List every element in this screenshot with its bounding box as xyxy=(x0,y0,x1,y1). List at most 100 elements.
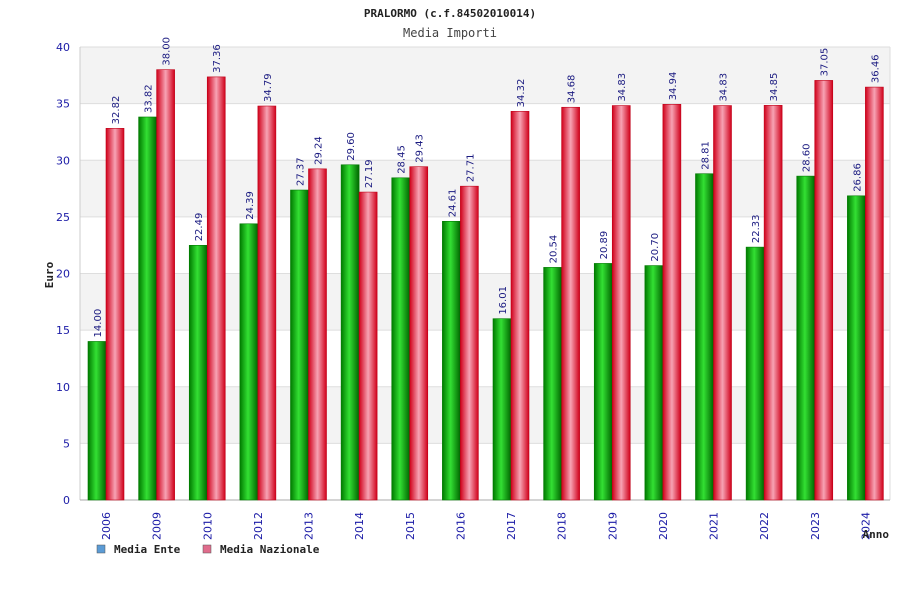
bar-media-ente xyxy=(442,220,461,501)
bar-media-ente xyxy=(290,189,309,501)
x-tick-label: 2015 xyxy=(404,512,417,540)
value-label: 34.79 xyxy=(263,73,274,102)
chart-title: PRALORMO (c.f.84502010014) xyxy=(364,7,536,20)
bar-media-ente xyxy=(138,116,157,501)
value-label: 32.82 xyxy=(111,96,122,125)
value-label: 34.83 xyxy=(719,73,730,102)
bar-media-nazionale xyxy=(358,191,378,501)
y-tick-label: 35 xyxy=(56,98,70,111)
y-tick-label: 15 xyxy=(56,324,70,337)
value-label: 14.00 xyxy=(93,309,104,338)
value-label: 22.33 xyxy=(751,214,762,243)
x-tick-label: 2006 xyxy=(100,512,113,540)
value-label: 28.45 xyxy=(397,145,408,174)
bar-media-nazionale xyxy=(814,80,834,501)
value-label: 20.70 xyxy=(650,233,661,262)
value-label: 29.24 xyxy=(314,136,325,165)
bar-media-nazionale xyxy=(308,168,327,501)
value-label: 24.61 xyxy=(447,189,458,218)
bar-media-ente xyxy=(796,175,816,501)
y-tick-label: 40 xyxy=(56,41,70,54)
bar-media-nazionale xyxy=(662,104,682,501)
x-axis-title: Anno xyxy=(863,528,890,541)
x-tick-label: 2012 xyxy=(252,512,265,540)
value-label: 29.60 xyxy=(346,132,357,161)
value-label: 34.32 xyxy=(516,79,527,108)
x-tick-label: 2022 xyxy=(758,512,771,540)
x-tick-label: 2014 xyxy=(353,512,366,540)
bar-media-ente xyxy=(745,246,765,501)
bar-media-ente xyxy=(695,173,714,501)
bar-media-ente xyxy=(391,177,411,501)
y-tick-label: 25 xyxy=(56,211,70,224)
y-tick-label: 20 xyxy=(56,268,70,281)
y-tick-label: 10 xyxy=(56,381,70,394)
value-label: 37.05 xyxy=(820,48,831,77)
x-tick-label: 2019 xyxy=(606,512,619,540)
y-tick-label: 30 xyxy=(56,154,70,167)
value-label: 22.49 xyxy=(194,213,205,242)
value-label: 36.46 xyxy=(870,54,881,83)
x-tick-label: 2023 xyxy=(809,512,822,540)
bar-media-ente xyxy=(239,223,259,501)
value-label: 27.37 xyxy=(296,157,307,186)
bar-media-ente xyxy=(644,265,664,501)
bar-media-ente xyxy=(847,195,866,501)
x-tick-label: 2021 xyxy=(708,512,721,540)
bar-media-ente xyxy=(340,164,360,501)
bar-media-ente xyxy=(188,245,208,501)
value-label: 34.85 xyxy=(769,73,780,102)
bars xyxy=(87,69,884,501)
chart-subtitle: Media Importi xyxy=(403,26,497,40)
x-tick-label: 2017 xyxy=(505,512,518,540)
x-tick-label: 2009 xyxy=(151,512,164,540)
bar-media-nazionale xyxy=(865,86,884,501)
bar-media-nazionale xyxy=(763,105,783,501)
legend-swatch-media-nazionale xyxy=(202,544,212,554)
value-label: 27.19 xyxy=(364,159,375,188)
value-label: 26.86 xyxy=(852,163,863,192)
value-label: 37.36 xyxy=(212,44,223,73)
value-label: 28.60 xyxy=(802,143,813,172)
x-tick-label: 2013 xyxy=(303,512,316,540)
y-tick-label: 0 xyxy=(63,494,70,507)
y-tick-label: 5 xyxy=(63,437,70,450)
bar-media-nazionale xyxy=(105,128,125,501)
x-axis-ticks: 2006 2009 2010 2012 2013 2014 2015 2016 2017 2018… xyxy=(100,512,872,540)
legend-label: Media Nazionale xyxy=(220,543,320,556)
value-label: 29.43 xyxy=(415,134,426,163)
bar-media-nazionale xyxy=(409,166,429,501)
y-axis-title: Euro xyxy=(43,261,56,288)
value-label: 34.94 xyxy=(668,72,679,101)
value-label: 20.54 xyxy=(549,235,560,264)
bar-media-nazionale xyxy=(460,185,479,501)
bar-media-nazionale xyxy=(510,111,530,501)
bar-media-nazionale xyxy=(156,69,175,501)
bar-media-ente xyxy=(492,318,512,501)
value-label: 20.89 xyxy=(599,231,610,260)
legend: Media Ente Media Nazionale xyxy=(96,543,320,556)
bar-media-nazionale xyxy=(713,105,732,501)
bar-media-nazionale xyxy=(611,105,631,501)
value-label: 33.82 xyxy=(144,84,155,113)
value-label: 38.00 xyxy=(162,37,173,66)
x-tick-label: 2024 xyxy=(859,512,872,540)
value-label: 27.71 xyxy=(465,154,476,183)
x-tick-label: 2018 xyxy=(556,512,569,540)
y-axis-ticks: 0 5 10 15 20 25 30 35 40 xyxy=(56,41,70,507)
value-label: 34.83 xyxy=(617,73,628,102)
x-tick-label: 2016 xyxy=(454,512,467,540)
value-label: 28.81 xyxy=(701,141,712,170)
bar-media-nazionale xyxy=(206,76,226,501)
bar-media-nazionale xyxy=(561,106,580,501)
legend-swatch-media-ente xyxy=(96,544,106,554)
x-tick-label: 2010 xyxy=(201,512,214,540)
bar-media-ente xyxy=(543,267,562,501)
value-label: 16.01 xyxy=(498,286,509,315)
bar-media-nazionale xyxy=(257,105,277,501)
bar-media-ente xyxy=(593,263,613,501)
value-label: 34.68 xyxy=(567,75,578,104)
legend-label: Media Ente xyxy=(114,543,181,556)
bar-media-ente xyxy=(87,341,107,501)
